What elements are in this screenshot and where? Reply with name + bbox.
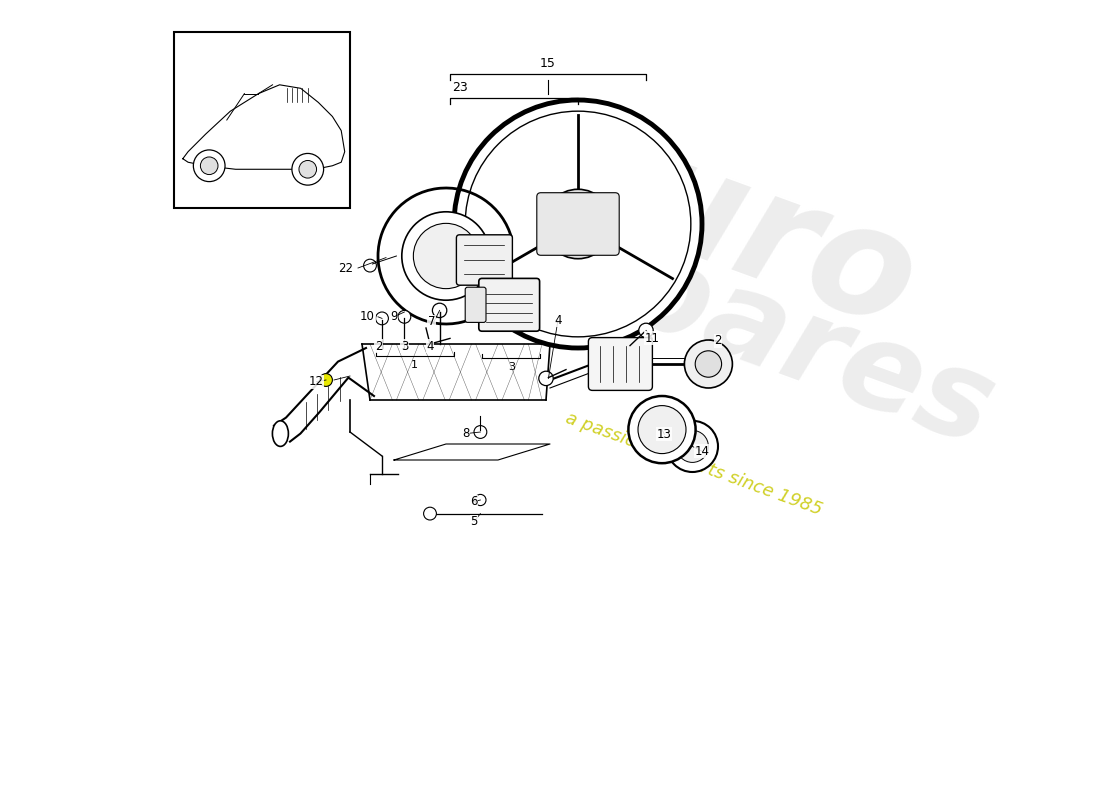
Circle shape [432,303,447,318]
Circle shape [465,111,691,337]
Text: 6: 6 [471,495,477,508]
Circle shape [194,150,226,182]
Text: 9: 9 [390,310,398,323]
Text: spares: spares [539,202,1010,470]
Text: 1: 1 [411,360,418,370]
Text: 2: 2 [375,340,383,353]
Text: 10: 10 [360,310,375,323]
Circle shape [375,312,388,325]
Circle shape [364,259,376,272]
Circle shape [638,406,686,454]
Text: 4: 4 [427,340,433,353]
Text: 2: 2 [714,334,722,347]
Circle shape [454,100,702,348]
Text: 14: 14 [694,445,710,458]
Text: euro: euro [516,87,936,361]
Circle shape [667,421,718,472]
Circle shape [292,154,323,185]
Text: 4: 4 [554,314,562,326]
Text: 3: 3 [508,362,515,371]
Text: 11: 11 [645,332,660,345]
Bar [174,32,350,208]
Circle shape [539,371,553,386]
FancyBboxPatch shape [588,338,652,390]
Circle shape [320,374,332,386]
FancyBboxPatch shape [478,278,540,331]
Circle shape [684,340,733,388]
Text: 22: 22 [339,262,353,274]
Ellipse shape [273,421,288,446]
Circle shape [639,323,653,338]
Text: 5: 5 [471,515,477,528]
Text: 13: 13 [657,428,672,441]
Circle shape [695,350,722,377]
Text: 7: 7 [428,315,436,328]
Text: 15: 15 [540,57,556,70]
Text: 8: 8 [462,427,470,440]
Circle shape [628,396,695,463]
Circle shape [200,157,218,174]
FancyBboxPatch shape [537,193,619,255]
Text: a passion for parts since 1985: a passion for parts since 1985 [563,409,825,519]
Text: 23: 23 [452,81,469,94]
Circle shape [543,190,613,258]
FancyBboxPatch shape [465,287,486,322]
Circle shape [299,161,317,178]
Circle shape [414,223,478,289]
Circle shape [556,202,601,246]
Circle shape [474,426,487,438]
Circle shape [402,212,491,300]
FancyBboxPatch shape [456,235,513,285]
Circle shape [676,430,708,462]
Circle shape [424,507,437,520]
Text: 3: 3 [400,340,408,353]
Circle shape [475,494,486,506]
Circle shape [398,310,410,323]
Text: 12: 12 [309,375,323,388]
